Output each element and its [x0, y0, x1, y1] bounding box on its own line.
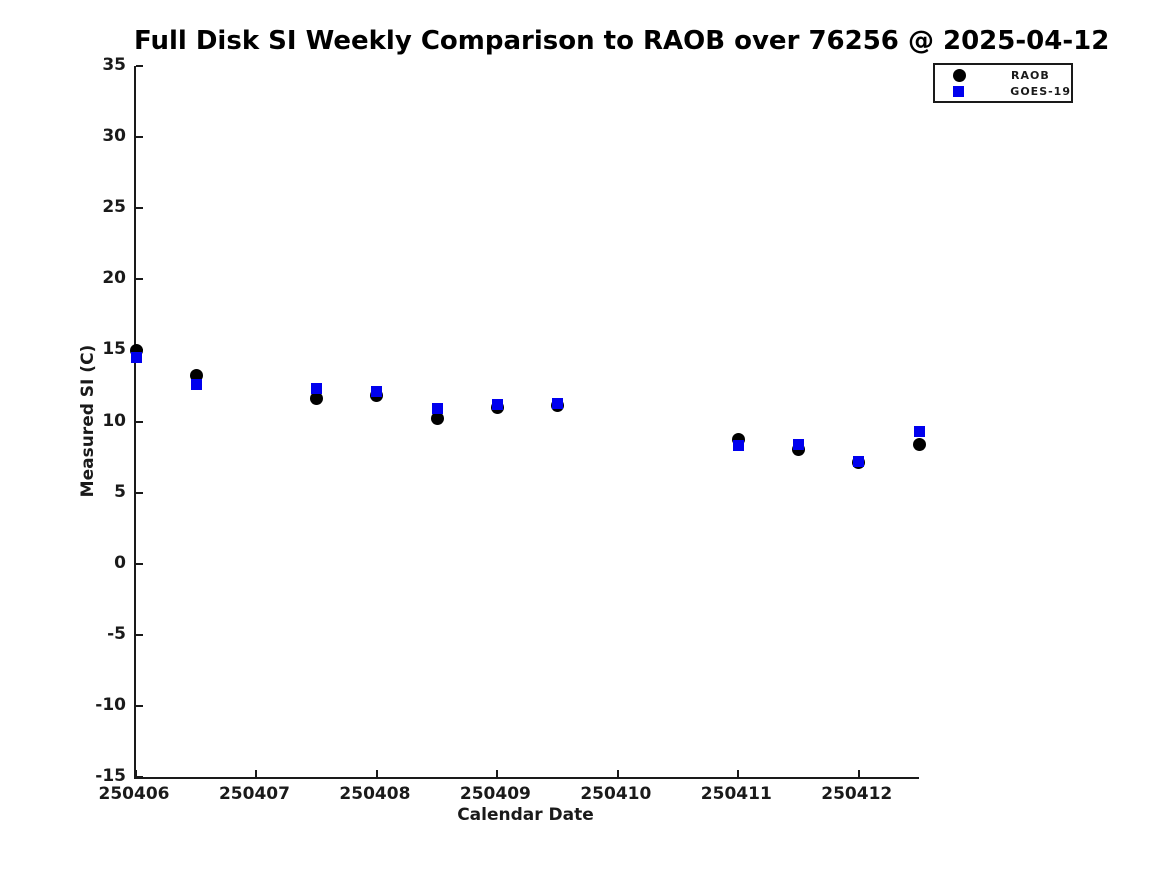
- chart-title: Full Disk SI Weekly Comparison to RAOB o…: [134, 26, 1110, 56]
- x-tick-label: 250411: [700, 784, 772, 804]
- x-axis-label: Calendar Date: [457, 805, 594, 825]
- y-tick-label: -10: [95, 694, 126, 715]
- x-tick-mark: [857, 770, 860, 777]
- x-tick-mark: [616, 770, 619, 777]
- data-point-goes19: [311, 383, 323, 395]
- y-tick-label: 35: [102, 55, 126, 75]
- y-tick-mark: [136, 562, 143, 565]
- data-point-goes19: [552, 397, 564, 409]
- y-tick-mark: [136, 633, 143, 636]
- data-point-goes19: [853, 455, 865, 467]
- data-point-goes19: [491, 398, 503, 410]
- legend-raob-circle-marker-icon: [952, 68, 966, 82]
- x-tick-label: 250406: [98, 784, 170, 804]
- y-tick-label: 20: [102, 268, 126, 289]
- legend: RAOB GOES-19: [933, 63, 1073, 103]
- y-tick-label: 30: [102, 126, 126, 147]
- x-tick-label: 250408: [339, 784, 411, 804]
- y-tick-mark: [136, 420, 143, 423]
- x-tick-mark: [375, 770, 378, 777]
- x-tick-mark: [135, 770, 137, 777]
- y-tick-label: 5: [114, 481, 126, 502]
- x-tick-mark: [496, 770, 499, 777]
- legend-goes19-square-marker-icon: [953, 85, 965, 97]
- y-tick-mark: [136, 207, 143, 210]
- y-tick-label: 0: [114, 552, 126, 573]
- y-tick-mark: [136, 278, 143, 281]
- y-tick-mark: [136, 491, 143, 494]
- x-tick-label: 250410: [580, 784, 652, 804]
- x-tick-label: 250407: [218, 784, 290, 804]
- y-tick-label: 25: [102, 197, 126, 218]
- data-point-goes19: [130, 352, 142, 363]
- legend-goes19-label: GOES-19: [1010, 84, 1071, 98]
- y-tick-mark: [136, 776, 143, 778]
- plot-area: [129, 65, 926, 779]
- data-point-goes19: [431, 403, 443, 415]
- y-tick-label: -5: [107, 623, 126, 644]
- x-tick-mark: [737, 770, 740, 777]
- x-tick-label: 250409: [459, 784, 531, 804]
- y-tick-mark: [136, 136, 143, 139]
- data-point-goes19: [913, 425, 925, 437]
- legend-raob-label: RAOB: [1011, 68, 1050, 82]
- data-point-goes19: [190, 379, 202, 391]
- data-point-raob: [310, 392, 324, 406]
- y-tick-mark: [136, 65, 143, 67]
- y-tick-label: 15: [102, 339, 126, 360]
- data-point-raob: [912, 437, 926, 451]
- data-point-raob: [430, 412, 444, 426]
- data-point-goes19: [371, 386, 383, 398]
- data-point-goes19: [732, 440, 744, 452]
- x-tick-label: 250412: [821, 784, 893, 804]
- y-tick-label: 10: [102, 410, 126, 431]
- y-tick-mark: [136, 704, 143, 707]
- y-tick-label: -15: [95, 766, 126, 786]
- legend-item-goes19: GOES-19: [935, 83, 1071, 99]
- legend-item-raob: RAOB: [935, 67, 1071, 83]
- x-tick-mark: [255, 770, 258, 777]
- data-point-goes19: [793, 438, 805, 450]
